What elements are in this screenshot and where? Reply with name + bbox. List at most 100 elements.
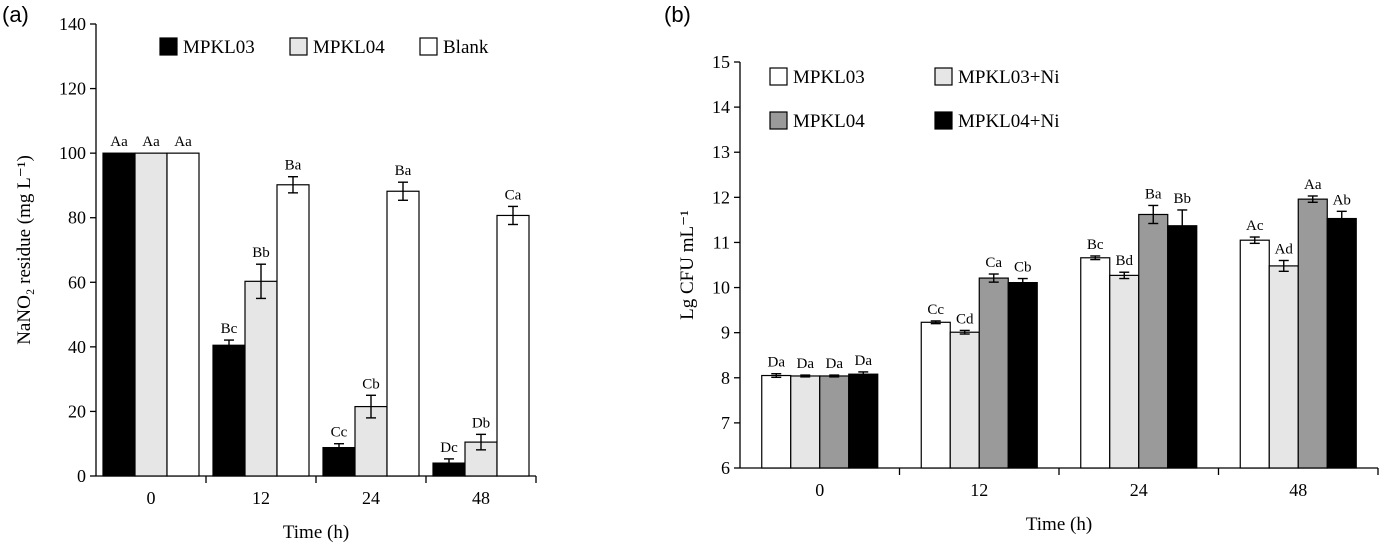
bar-mpkl03-t12 bbox=[212, 344, 246, 477]
bar-mpkl04-t12 bbox=[978, 277, 1009, 469]
y-tick-label: 20 bbox=[68, 401, 86, 421]
significance-label: Cd bbox=[956, 311, 974, 327]
bar-mpkl03-ni-t48 bbox=[1268, 265, 1299, 469]
legend-entry: MPKL03+Ni bbox=[958, 67, 1060, 88]
legend-entry: MPKL04+Ni bbox=[958, 111, 1060, 132]
y-tick-label: 40 bbox=[68, 337, 86, 357]
y-tick-label: 11 bbox=[713, 232, 730, 252]
x-tick-label: 24 bbox=[362, 488, 380, 508]
legend-entry: MPKL03 bbox=[793, 67, 865, 88]
y-axis-title: NaNO₂ residue (mg L⁻¹) bbox=[14, 155, 35, 345]
significance-label: Cb bbox=[362, 376, 380, 392]
significance-label: Aa bbox=[142, 134, 160, 150]
legend-entry: MPKL04 bbox=[793, 111, 865, 132]
significance-label: Ab bbox=[1333, 192, 1351, 208]
bar-blank-t24 bbox=[386, 190, 420, 477]
y-tick-label: 13 bbox=[712, 142, 730, 162]
y-tick-label: 60 bbox=[68, 272, 86, 292]
y-tick-label: 14 bbox=[712, 97, 730, 117]
significance-label: Ba bbox=[285, 158, 302, 174]
bar-mpkl03-t24 bbox=[1080, 257, 1111, 469]
bar-mpkl04-t0 bbox=[819, 375, 850, 469]
legend-entry: Blank bbox=[443, 37, 489, 58]
significance-label: Dc bbox=[440, 440, 458, 456]
bar-mpkl04-t48 bbox=[1297, 198, 1328, 469]
legend-entry: MPKL04 bbox=[313, 37, 385, 58]
significance-label: Bb bbox=[252, 245, 270, 261]
legend-swatch bbox=[769, 67, 788, 86]
bar-blank-t0 bbox=[166, 152, 200, 477]
legend-swatch bbox=[289, 37, 308, 56]
significance-label: Da bbox=[768, 355, 786, 371]
y-tick-label: 9 bbox=[721, 323, 730, 343]
x-tick-label: 48 bbox=[1289, 480, 1307, 500]
significance-label: Ac bbox=[1246, 218, 1264, 234]
panel-label: (a) bbox=[2, 2, 29, 27]
legend-swatch bbox=[934, 67, 953, 86]
significance-label: Da bbox=[797, 356, 815, 372]
y-tick-label: 6 bbox=[721, 458, 730, 478]
significance-label: Bb bbox=[1173, 191, 1191, 207]
bar-mpkl03-ni-t12 bbox=[949, 331, 980, 469]
bar-mpkl03-t48 bbox=[1239, 239, 1270, 469]
significance-label: Cc bbox=[927, 302, 944, 318]
legend-swatch bbox=[419, 37, 438, 56]
bar-mpkl03-t0 bbox=[761, 374, 792, 469]
chart-panel-b: (b) 6 7 8 9 10 11 12 13 14 15 0 12 24 48 Time (h) Lg CFU… bbox=[664, 2, 1379, 535]
legend-swatch bbox=[159, 37, 178, 56]
y-tick-label: 7 bbox=[721, 413, 730, 433]
significance-label: Da bbox=[826, 356, 844, 372]
y-tick-label: 15 bbox=[712, 52, 730, 72]
legend-swatch bbox=[934, 111, 953, 130]
x-axis-title: Time (h) bbox=[283, 522, 349, 543]
significance-label: Ca bbox=[505, 187, 522, 203]
bar-mpkl03-ni-t0 bbox=[790, 375, 821, 469]
y-tick-label: 10 bbox=[712, 278, 730, 298]
x-tick-label: 0 bbox=[147, 488, 156, 508]
y-axis-title: Lg CFU mL⁻¹ bbox=[677, 210, 698, 320]
significance-label: Da bbox=[855, 353, 873, 369]
significance-label: Aa bbox=[174, 134, 192, 150]
y-tick-label: 100 bbox=[59, 143, 86, 163]
x-tick-label: 12 bbox=[252, 488, 270, 508]
bar-mpkl03-t0 bbox=[102, 152, 136, 477]
panel-label: (b) bbox=[664, 2, 691, 27]
significance-label: Ad bbox=[1275, 241, 1294, 257]
bar-blank-t48 bbox=[496, 214, 530, 477]
bar-mpkl04-ni-t24 bbox=[1167, 225, 1198, 469]
bar-mpkl04-ni-t0 bbox=[848, 373, 879, 469]
significance-label: Bd bbox=[1115, 253, 1133, 269]
bar-mpkl03-t12 bbox=[920, 321, 951, 469]
legend-swatch bbox=[769, 111, 788, 130]
bar-mpkl04-ni-t48 bbox=[1326, 217, 1357, 469]
x-tick-label: 24 bbox=[1130, 480, 1148, 500]
y-tick-label: 8 bbox=[721, 368, 730, 388]
significance-label: Ca bbox=[985, 255, 1002, 271]
x-tick-label: 12 bbox=[970, 480, 988, 500]
legend-entry: MPKL03 bbox=[183, 37, 255, 58]
bar-blank-t12 bbox=[276, 184, 310, 477]
x-axis-title: Time (h) bbox=[1026, 514, 1092, 535]
x-tick-label: 0 bbox=[815, 480, 824, 500]
y-tick-label: 0 bbox=[77, 466, 86, 486]
significance-label: Aa bbox=[1304, 177, 1322, 193]
significance-label: Cb bbox=[1014, 260, 1032, 276]
bar-mpkl04-ni-t12 bbox=[1007, 281, 1038, 469]
significance-label: Ba bbox=[1145, 186, 1162, 202]
significance-label: Db bbox=[472, 415, 490, 431]
significance-label: Bc bbox=[221, 321, 238, 337]
y-tick-label: 140 bbox=[59, 14, 86, 34]
bar-mpkl03-t24 bbox=[322, 446, 356, 477]
significance-label: Cc bbox=[331, 425, 348, 441]
bar-mpkl03-ni-t24 bbox=[1109, 274, 1140, 469]
significance-label: Aa bbox=[110, 134, 128, 150]
chart-panel-a: (a) 0 20 40 60 80 100 120 140 0 12 24 48 Time (h) NaNO… bbox=[2, 2, 537, 543]
y-tick-label: 80 bbox=[68, 208, 86, 228]
significance-label: Ba bbox=[395, 163, 412, 179]
bar-mpkl04-t12 bbox=[244, 280, 278, 477]
bar-mpkl04-t0 bbox=[134, 152, 168, 477]
y-tick-label: 12 bbox=[712, 187, 730, 207]
bar-mpkl04-t24 bbox=[1138, 213, 1169, 469]
significance-label: Bc bbox=[1087, 237, 1104, 253]
